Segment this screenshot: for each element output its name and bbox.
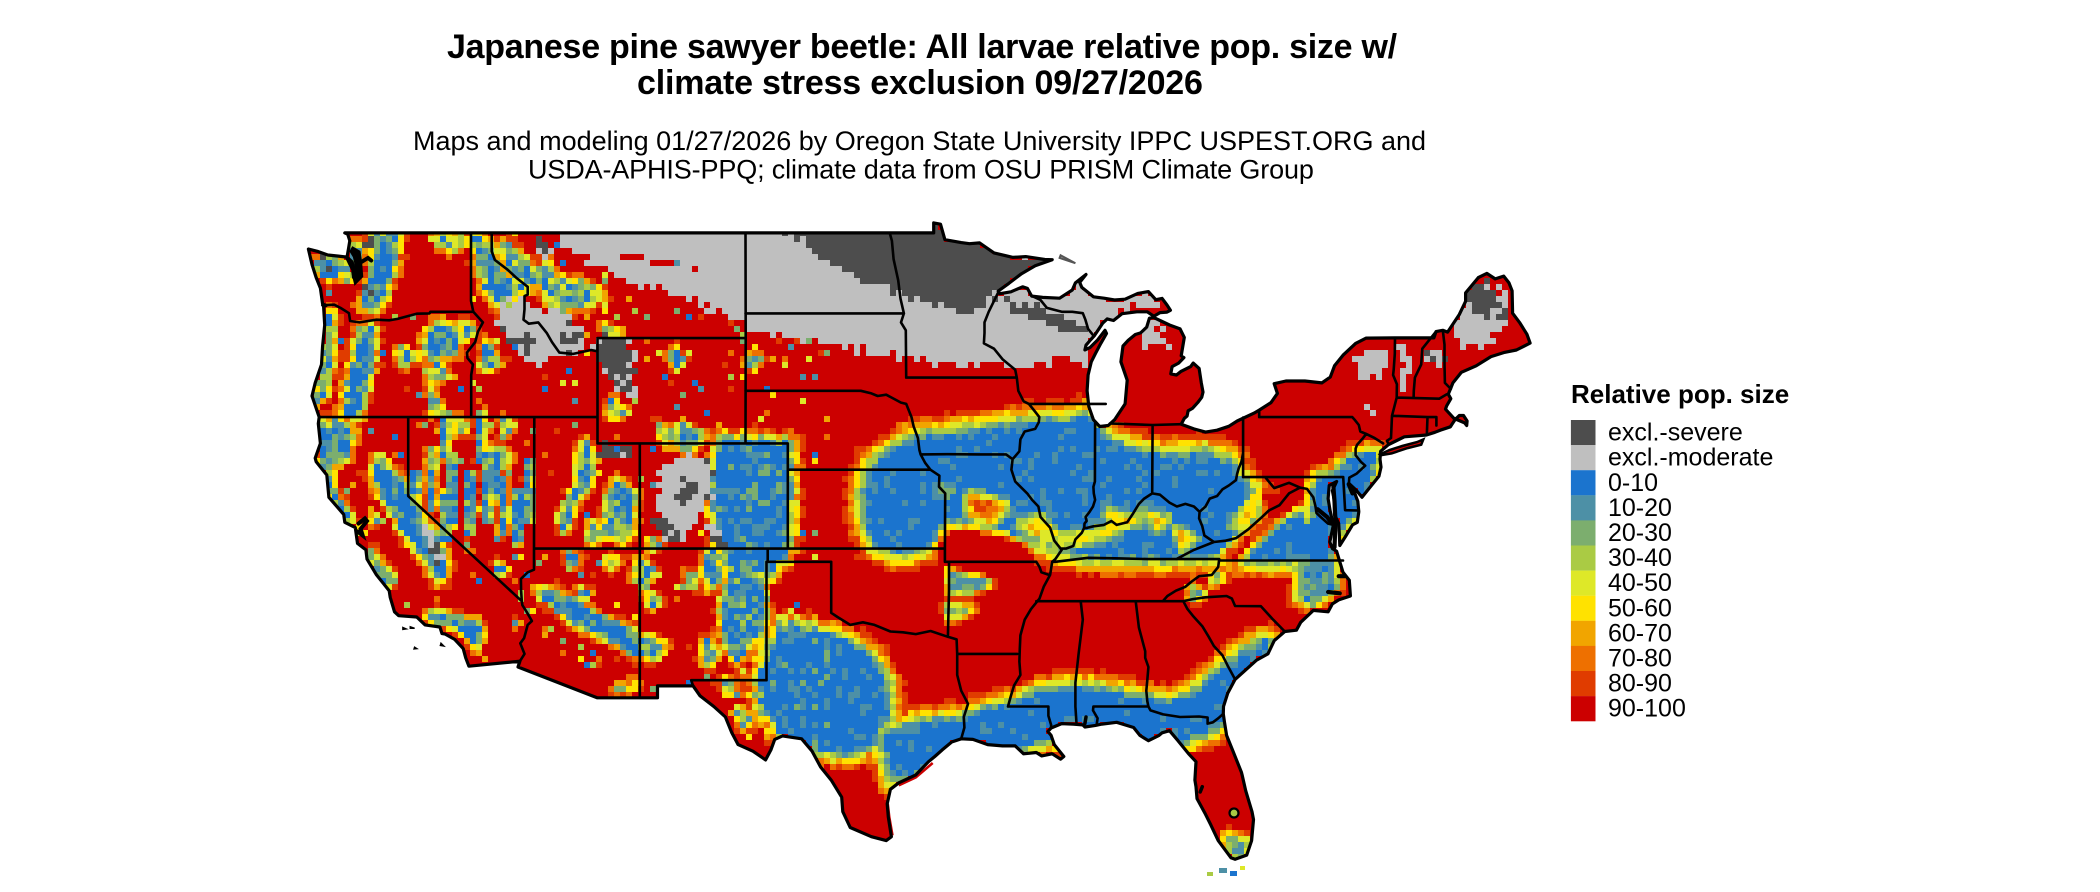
svg-text:Maps and modeling 01/27/2026 b: Maps and modeling 01/27/2026 by Oregon S…	[413, 126, 1426, 156]
svg-text:20-30: 20-30	[1608, 519, 1672, 547]
svg-text:30-40: 30-40	[1608, 544, 1672, 572]
svg-text:0-10: 0-10	[1608, 469, 1658, 497]
svg-text:10-20: 10-20	[1608, 494, 1672, 522]
svg-text:40-50: 40-50	[1608, 569, 1672, 597]
svg-text:Japanese pine sawyer beetle: A: Japanese pine sawyer beetle: All larvae …	[447, 28, 1398, 66]
svg-text:80-90: 80-90	[1608, 670, 1672, 698]
svg-text:USDA-APHIS-PPQ; climate data f: USDA-APHIS-PPQ; climate data from OSU PR…	[528, 155, 1314, 185]
svg-text:excl.-severe: excl.-severe	[1608, 419, 1743, 447]
svg-text:60-70: 60-70	[1608, 619, 1672, 647]
svg-text:Relative pop. size: Relative pop. size	[1571, 379, 1789, 409]
svg-text:50-60: 50-60	[1608, 594, 1672, 622]
svg-text:excl.-moderate: excl.-moderate	[1608, 444, 1773, 472]
svg-text:70-80: 70-80	[1608, 645, 1672, 673]
svg-text:climate stress exclusion 09/27: climate stress exclusion 09/27/2026	[637, 64, 1203, 102]
svg-text:90-100: 90-100	[1608, 695, 1686, 723]
